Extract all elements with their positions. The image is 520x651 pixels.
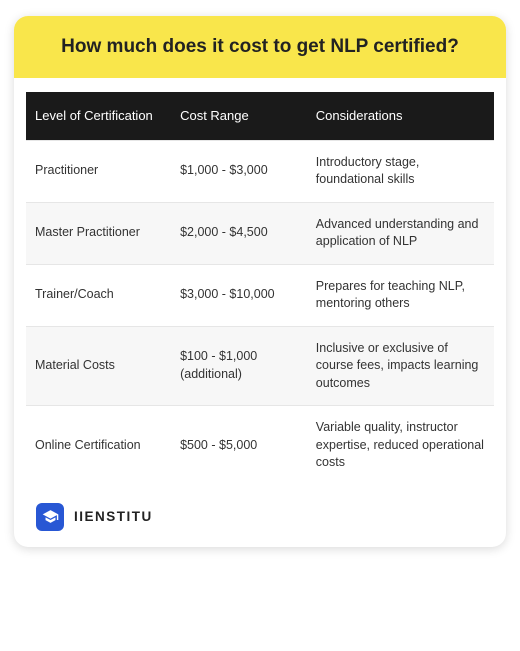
content-card: How much does it cost to get NLP certifi… — [14, 16, 506, 547]
cell-cost: $1,000 - $3,000 — [171, 140, 307, 202]
brand-logo — [36, 503, 64, 531]
table-row: Trainer/Coach $3,000 - $10,000 Prepares … — [26, 264, 494, 326]
cell-level: Practitioner — [26, 140, 171, 202]
cell-level: Trainer/Coach — [26, 264, 171, 326]
table-row: Material Costs $100 - $1,000 (additional… — [26, 326, 494, 406]
cell-consider: Prepares for teaching NLP, mentoring oth… — [307, 264, 494, 326]
col-level: Level of Certification — [26, 92, 171, 140]
cell-level: Online Certification — [26, 406, 171, 485]
col-cost: Cost Range — [171, 92, 307, 140]
cell-cost: $100 - $1,000 (additional) — [171, 326, 307, 406]
cell-cost: $3,000 - $10,000 — [171, 264, 307, 326]
cell-consider: Inclusive or exclusive of course fees, i… — [307, 326, 494, 406]
table-row: Master Practitioner $2,000 - $4,500 Adva… — [26, 202, 494, 264]
brand-name: IIENSTITU — [74, 509, 153, 524]
cell-consider: Introductory stage, foundational skills — [307, 140, 494, 202]
graduation-cap-icon — [42, 508, 59, 525]
table-row: Online Certification $500 - $5,000 Varia… — [26, 406, 494, 485]
pricing-table: Level of Certification Cost Range Consid… — [26, 92, 494, 485]
cell-consider: Variable quality, instructor expertise, … — [307, 406, 494, 485]
cell-cost: $2,000 - $4,500 — [171, 202, 307, 264]
table-wrapper: Level of Certification Cost Range Consid… — [14, 78, 506, 495]
cell-level: Master Practitioner — [26, 202, 171, 264]
cell-level: Material Costs — [26, 326, 171, 406]
page-title: How much does it cost to get NLP certifi… — [61, 36, 459, 58]
cell-cost: $500 - $5,000 — [171, 406, 307, 485]
footer: IIENSTITU — [14, 495, 506, 547]
table-header-row: Level of Certification Cost Range Consid… — [26, 92, 494, 140]
cell-consider: Advanced understanding and application o… — [307, 202, 494, 264]
table-row: Practitioner $1,000 - $3,000 Introductor… — [26, 140, 494, 202]
col-considerations: Considerations — [307, 92, 494, 140]
title-banner: How much does it cost to get NLP certifi… — [14, 16, 506, 78]
